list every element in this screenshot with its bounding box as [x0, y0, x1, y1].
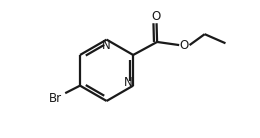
Text: O: O — [151, 10, 161, 23]
Text: O: O — [180, 39, 189, 52]
Text: N: N — [102, 39, 111, 52]
Text: N: N — [124, 76, 133, 89]
Text: Br: Br — [49, 92, 62, 105]
